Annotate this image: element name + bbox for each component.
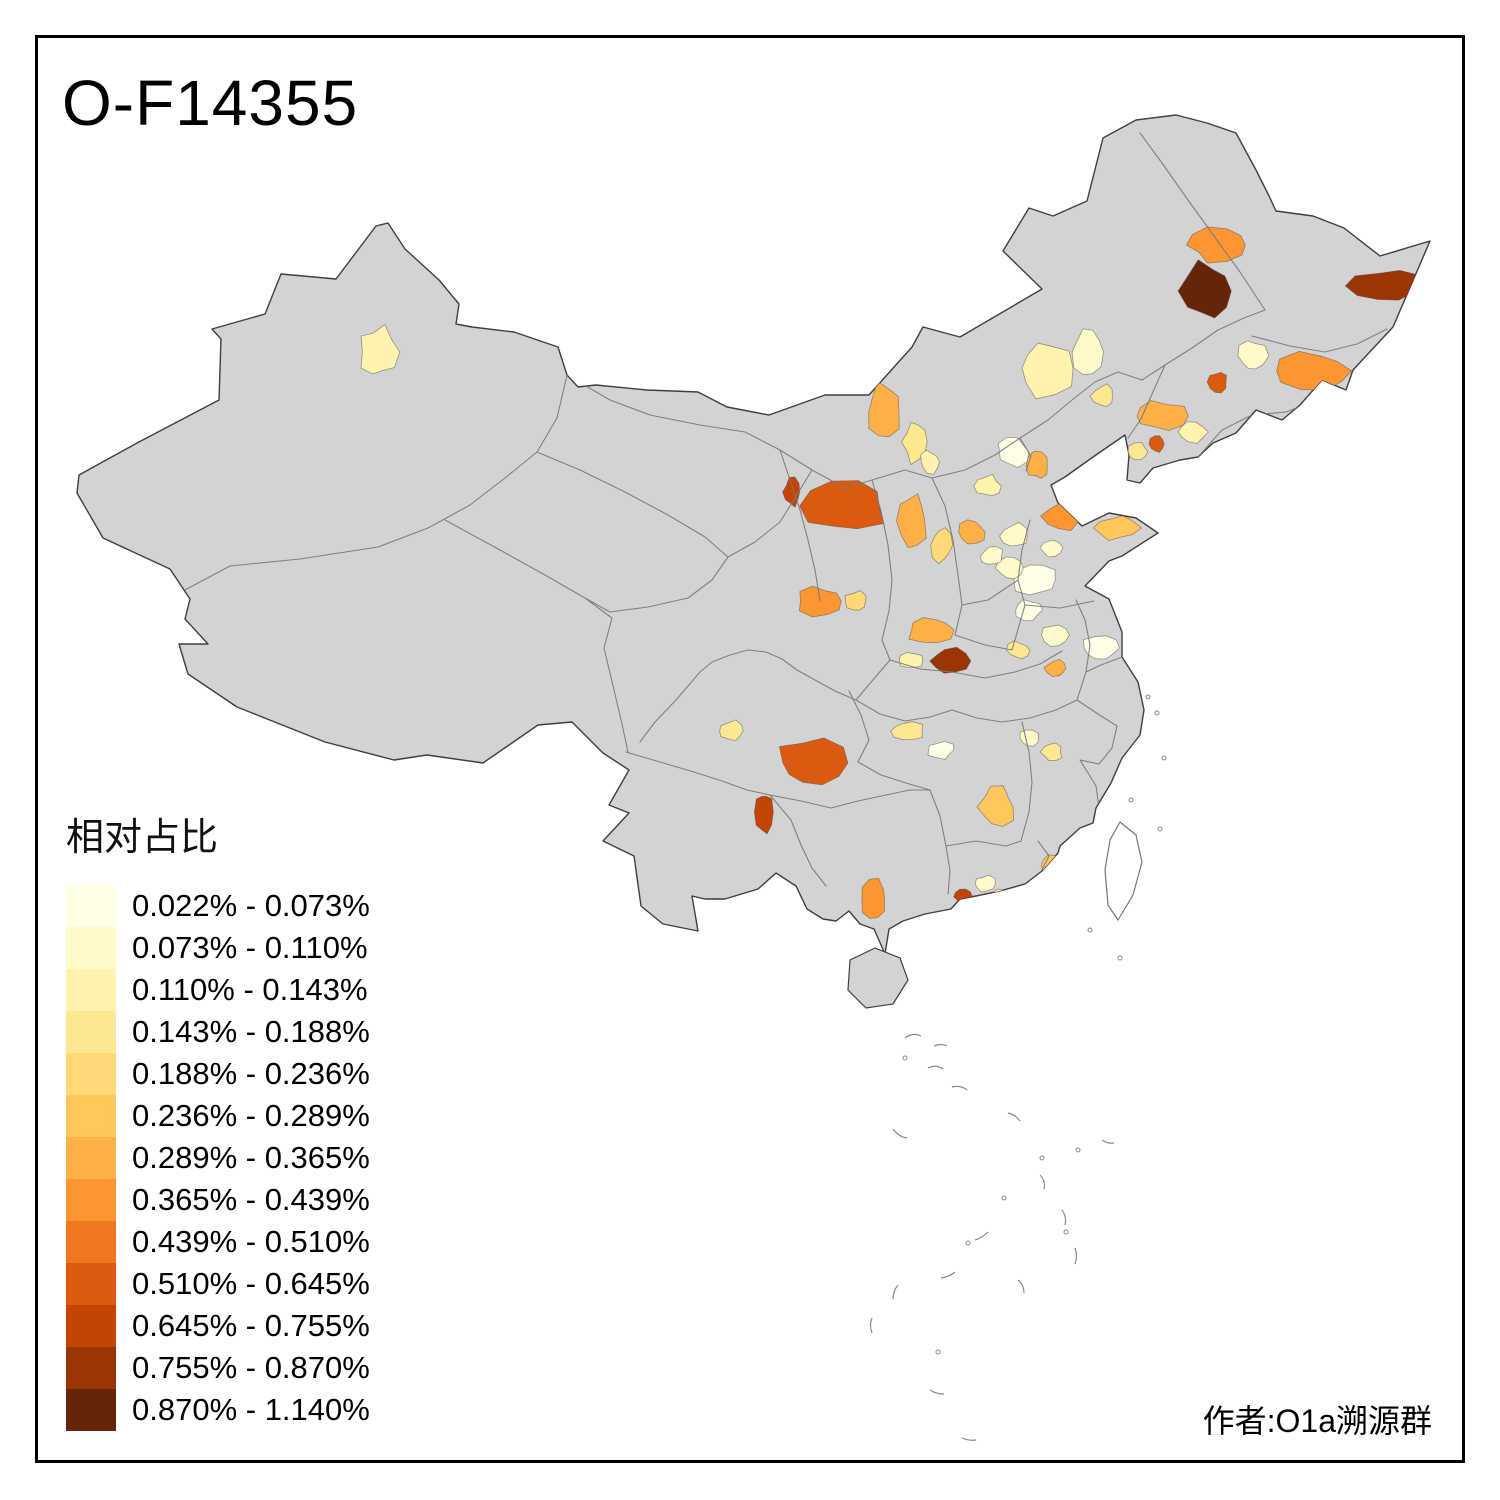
prefecture-region [1185, 226, 1246, 264]
prefecture-region [1177, 421, 1209, 444]
legend-item: 0.073% - 0.110% [66, 927, 370, 969]
legend-item: 0.236% - 0.289% [66, 1095, 370, 1137]
prefecture-region [1177, 259, 1232, 319]
prefecture-region [779, 737, 849, 786]
prefecture-region [1013, 564, 1056, 596]
legend-class-label: 0.143% - 0.188% [132, 1014, 370, 1049]
prefecture-region [1082, 635, 1120, 660]
prefecture-region [1071, 328, 1104, 376]
prefecture-region [798, 585, 842, 618]
legend-swatch [66, 927, 116, 969]
legend-class-label: 0.022% - 0.073% [132, 888, 370, 923]
prefecture-region [976, 785, 1015, 827]
prefecture-region [930, 527, 954, 565]
legend-swatch [66, 885, 116, 927]
china-outline [76, 114, 1431, 955]
hainan-island [847, 947, 909, 1009]
legend: 相对占比 0.022% - 0.073% 0.073% - 0.110% 0.110… [66, 806, 370, 1431]
legend-item: 0.510% - 0.645% [66, 1263, 370, 1305]
legend-swatch [66, 1389, 116, 1431]
legend-item: 0.870% - 1.140% [66, 1389, 370, 1431]
prefecture-region [1092, 515, 1143, 542]
prefecture-region [1005, 640, 1031, 660]
prefecture-region [1041, 624, 1070, 647]
legend-swatch [66, 1179, 116, 1221]
plot-border [35, 35, 1465, 1463]
sea-dash-features [869, 1033, 1115, 1441]
legend-class-label: 0.755% - 0.870% [132, 1350, 370, 1385]
legend-class-label: 0.110% - 0.143% [132, 972, 368, 1007]
prefecture-region [927, 740, 955, 760]
legend-swatch [66, 1221, 116, 1263]
prefecture-region [1136, 400, 1189, 431]
attribution: 作者:O1a溯源群 [1202, 1403, 1432, 1439]
legend-item: 0.645% - 0.755% [66, 1305, 370, 1347]
prefecture-region [994, 556, 1024, 580]
legend-swatch [66, 969, 116, 1011]
prefecture-region [1089, 383, 1113, 408]
legend-class-label: 0.236% - 0.289% [132, 1098, 370, 1133]
legend-item: 0.289% - 0.365% [66, 1137, 370, 1179]
legend-swatch [66, 1011, 116, 1053]
legend-class-label: 0.439% - 0.510% [132, 1224, 370, 1259]
prefecture-region [1021, 342, 1074, 400]
legend-swatch [66, 1095, 116, 1137]
prefecture-region [890, 721, 923, 741]
prefecture-region [799, 480, 885, 530]
prefecture-region [929, 646, 972, 674]
prefecture-region [753, 795, 774, 835]
prefecture-region [1039, 540, 1064, 558]
prefecture-region [1237, 340, 1270, 370]
prefecture-region [844, 590, 867, 611]
prefecture-region [1039, 742, 1063, 762]
legend-class-label: 0.289% - 0.365% [132, 1140, 370, 1175]
coastal-islands [902, 694, 1167, 1355]
prefecture-region [974, 874, 996, 893]
legend-swatch [66, 1263, 116, 1305]
legend-class-label: 0.510% - 0.645% [132, 1266, 370, 1301]
prefecture-region [719, 719, 744, 742]
prefecture-region [1148, 435, 1165, 453]
legend-swatch [66, 1347, 116, 1389]
map-title: O-F14355 [62, 67, 359, 139]
prefecture-region [360, 323, 401, 375]
legend-items: 0.022% - 0.073% 0.073% - 0.110% 0.110% - 0… [66, 885, 370, 1431]
legend-item: 0.022% - 0.073% [66, 885, 370, 927]
legend-item: 0.365% - 0.439% [66, 1179, 370, 1221]
legend-class-label: 0.188% - 0.236% [132, 1056, 370, 1091]
province-borders [184, 132, 1388, 895]
prefecture-region [999, 521, 1028, 547]
prefecture-region [868, 380, 900, 438]
prefecture-region [973, 473, 1002, 497]
legend-item: 0.755% - 0.870% [66, 1347, 370, 1389]
prefecture-region [1206, 371, 1227, 394]
prefecture-region [782, 476, 801, 508]
legend-item: 0.439% - 0.510% [66, 1221, 370, 1263]
legend-swatch [66, 1137, 116, 1179]
prefecture-region [958, 519, 986, 545]
legend-item: 0.110% - 0.143% [66, 969, 370, 1011]
prefecture-region [920, 449, 941, 475]
prefecture-region [1025, 450, 1048, 479]
legend-class-label: 0.365% - 0.439% [132, 1182, 370, 1217]
legend-swatch [66, 1053, 116, 1095]
prefecture-region [896, 492, 927, 549]
prefecture-region [1043, 658, 1067, 677]
legend-title: 相对占比 [66, 817, 219, 859]
prefecture-region [861, 877, 886, 919]
taiwan-island [1104, 821, 1143, 922]
prefecture-region [979, 545, 1004, 565]
prefecture-region [908, 617, 955, 644]
prefecture-region [898, 652, 924, 668]
legend-item: 0.188% - 0.236% [66, 1053, 370, 1095]
legend-class-label: 0.073% - 0.110% [132, 930, 368, 965]
legend-swatch [66, 1305, 116, 1347]
legend-class-label: 0.645% - 0.755% [132, 1308, 370, 1343]
legend-item: 0.143% - 0.188% [66, 1011, 370, 1053]
legend-class-label: 0.870% - 1.140% [132, 1392, 370, 1427]
